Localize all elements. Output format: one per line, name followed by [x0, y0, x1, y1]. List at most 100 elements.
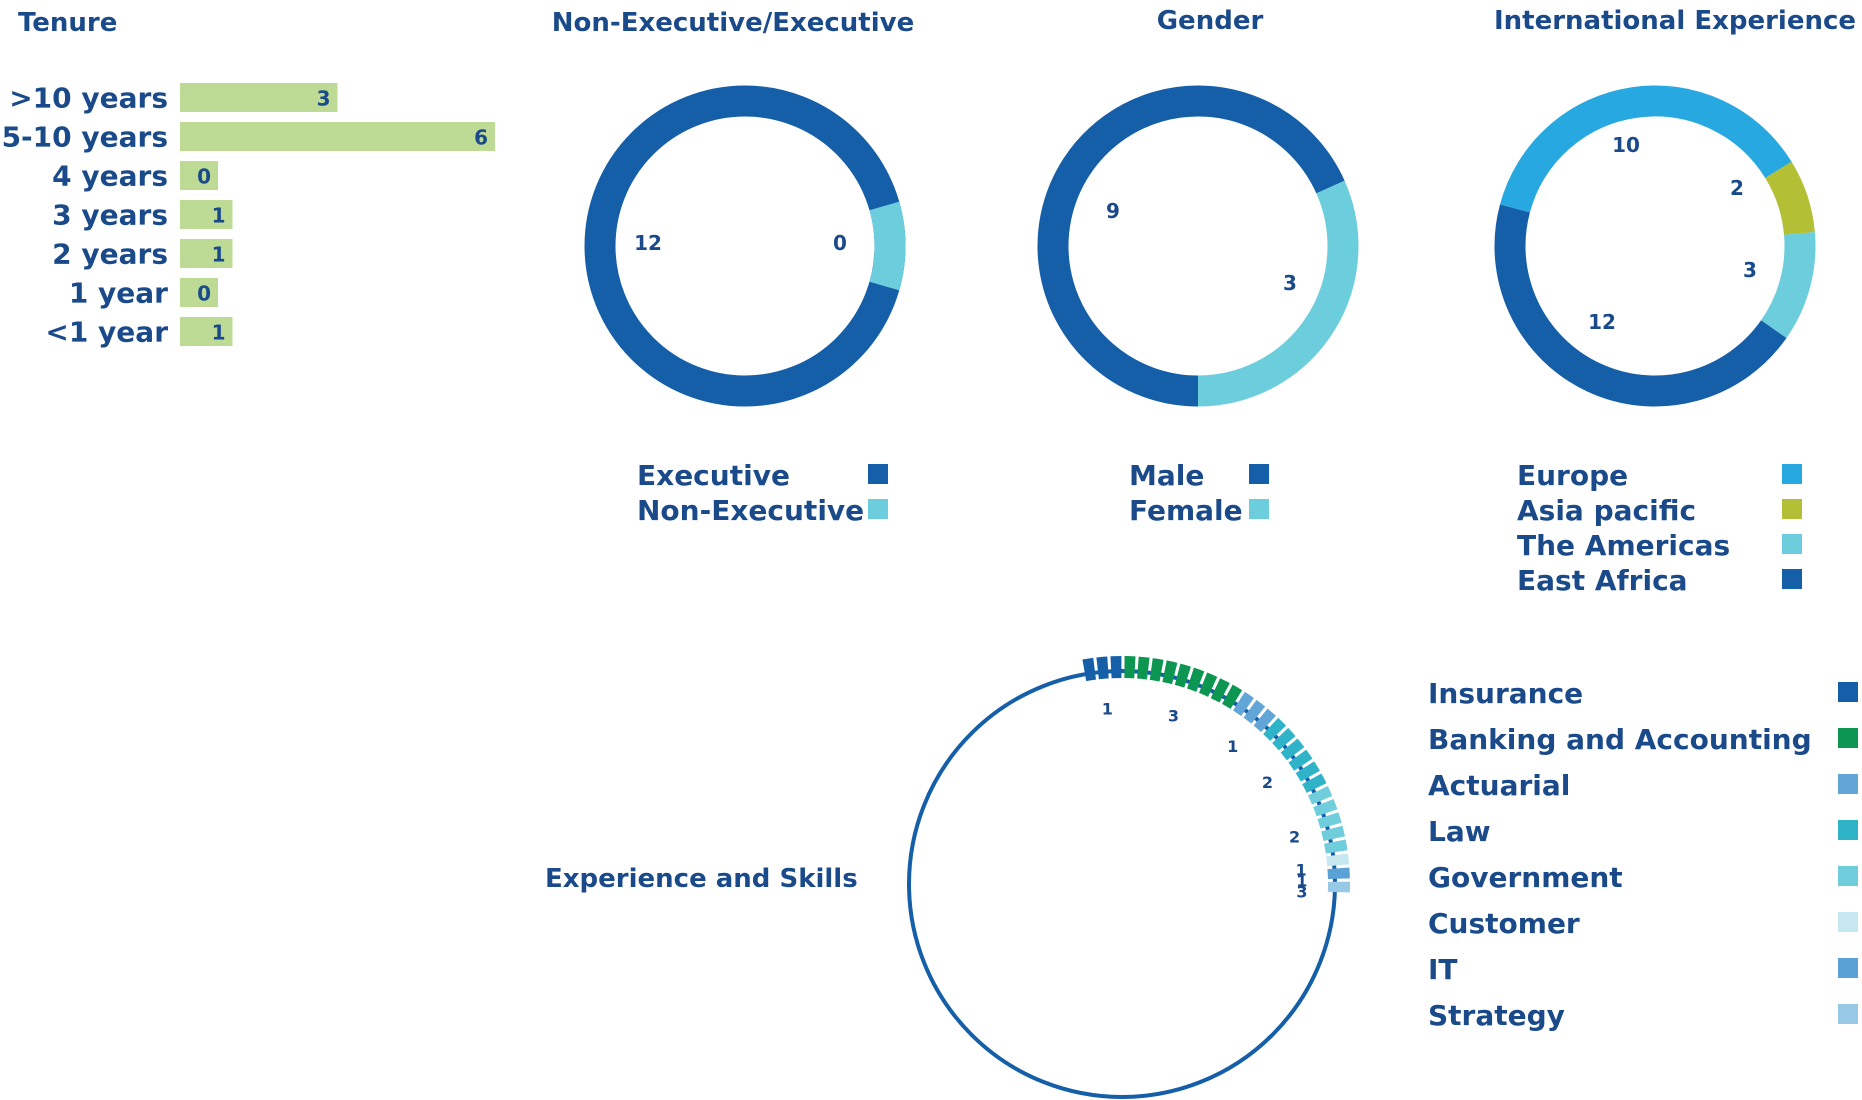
legend-swatch	[1249, 464, 1269, 484]
tenure-value-label: 1	[212, 243, 226, 267]
skills-segment	[1253, 708, 1276, 732]
legend-swatch	[868, 499, 888, 519]
legend-swatch	[1838, 1004, 1858, 1024]
legend-swatch	[1249, 499, 1269, 519]
international-donut: 10 2 3 12	[1494, 85, 1816, 407]
tenure-category-label: >10 years	[9, 82, 168, 115]
tenure-category-label: 2 years	[52, 238, 168, 271]
exec-donut: 12 0	[584, 85, 906, 407]
donut-slice	[1197, 180, 1359, 407]
skills-segment	[1321, 825, 1345, 841]
legend-label: Insurance	[1428, 677, 1583, 710]
legend-swatch	[1838, 912, 1858, 932]
skills-segment	[1313, 798, 1338, 817]
tenure-value-label: 6	[474, 126, 488, 150]
donut-data-label: 3	[1743, 258, 1757, 282]
tenure-bar	[180, 239, 233, 268]
tenure-bar	[180, 122, 495, 151]
skills-segment	[1082, 657, 1097, 682]
skills-segment	[1149, 658, 1164, 682]
skills-segment	[1187, 667, 1205, 692]
legend-label: Executive	[637, 459, 790, 492]
legend-swatch	[868, 464, 888, 484]
legend-swatch	[1838, 866, 1858, 886]
legend-label: Government	[1428, 861, 1623, 894]
legend-label: Actuarial	[1428, 769, 1570, 802]
skills-segment	[1280, 738, 1305, 761]
tenure-value-label: 0	[197, 282, 211, 306]
donut-slice	[869, 201, 906, 291]
skills-segment	[1174, 663, 1191, 688]
skills-data-label: 3	[1168, 707, 1179, 726]
donut-slice	[1494, 204, 1787, 407]
skills-segment	[1302, 773, 1327, 793]
legend-label: Female	[1129, 494, 1243, 527]
skills-data-label: 3	[1296, 883, 1307, 902]
legend-swatch	[1838, 774, 1858, 794]
legend-label: Law	[1428, 815, 1491, 848]
skills-data-label: 2	[1289, 828, 1300, 847]
skills-segment	[1137, 656, 1150, 680]
legend-label: Asia pacific	[1517, 494, 1696, 527]
donut-data-label: 0	[833, 231, 847, 255]
legend-label: Banking and Accounting	[1428, 723, 1812, 756]
legend-label: Male	[1129, 459, 1204, 492]
international-title: International Experience	[1494, 6, 1856, 36]
skills-segment	[1124, 656, 1136, 679]
skills-segment	[1327, 881, 1351, 893]
skills-segment	[1162, 660, 1178, 685]
legend-swatch	[1838, 682, 1858, 702]
legend-label: IT	[1428, 953, 1458, 986]
tenure-value-label: 1	[212, 204, 226, 228]
tenure-category-label: 4 years	[52, 160, 168, 193]
skills-segment	[1232, 691, 1254, 716]
donut-data-label: 9	[1106, 199, 1120, 223]
tenure-category-label: 5-10 years	[2, 121, 168, 154]
gender-donut: 93	[1037, 85, 1359, 407]
donut-slice	[1037, 85, 1345, 407]
legend-label: Customer	[1428, 907, 1580, 940]
skills-data-label: 1	[1227, 737, 1238, 756]
donut-data-label: 2	[1730, 176, 1744, 200]
tenure-chart: Tenure >10 years 3 5-10 years 6 4 years 0 3 ye…	[2, 8, 495, 349]
skills-segment	[1096, 656, 1109, 680]
tenure-category-label: 3 years	[52, 199, 168, 232]
tenure-title: Tenure	[18, 8, 117, 38]
tenure-category-label: <1 year	[45, 316, 168, 349]
skills-segment	[1308, 786, 1333, 805]
legend-swatch	[1838, 820, 1858, 840]
skills-segment	[1222, 684, 1243, 709]
skills-segment	[1210, 678, 1230, 703]
donut-data-label: 10	[1612, 133, 1640, 157]
legend-swatch	[1838, 958, 1858, 978]
skills-segment	[1317, 812, 1342, 829]
legend-swatch	[1782, 499, 1802, 519]
tenure-category-label: 1 year	[69, 277, 168, 310]
tenure-bar	[180, 83, 338, 112]
tenure-value-label: 0	[197, 165, 211, 189]
tenure-bar	[180, 200, 233, 229]
tenure-bar	[180, 317, 233, 346]
legend-label: Non-Executive	[637, 494, 864, 527]
skills-data-label: 2	[1262, 773, 1273, 792]
legend-label: East Africa	[1517, 564, 1688, 597]
donut-data-label: 12	[634, 231, 662, 255]
skills-segment	[1199, 672, 1218, 697]
legend-label: Europe	[1517, 459, 1628, 492]
legend-swatch	[1782, 569, 1802, 589]
legend-label: Strategy	[1428, 999, 1565, 1032]
tenure-bars: >10 years 3 5-10 years 6 4 years 0 3 years 1 2 y…	[2, 82, 495, 349]
legend-swatch	[1782, 534, 1802, 554]
skills-data-label: 1	[1295, 860, 1306, 879]
legend-swatch	[1782, 464, 1802, 484]
donut-slice	[1764, 161, 1815, 236]
tenure-bar	[180, 278, 218, 307]
tenure-value-label: 3	[317, 87, 331, 111]
skills-segment	[1110, 656, 1122, 679]
